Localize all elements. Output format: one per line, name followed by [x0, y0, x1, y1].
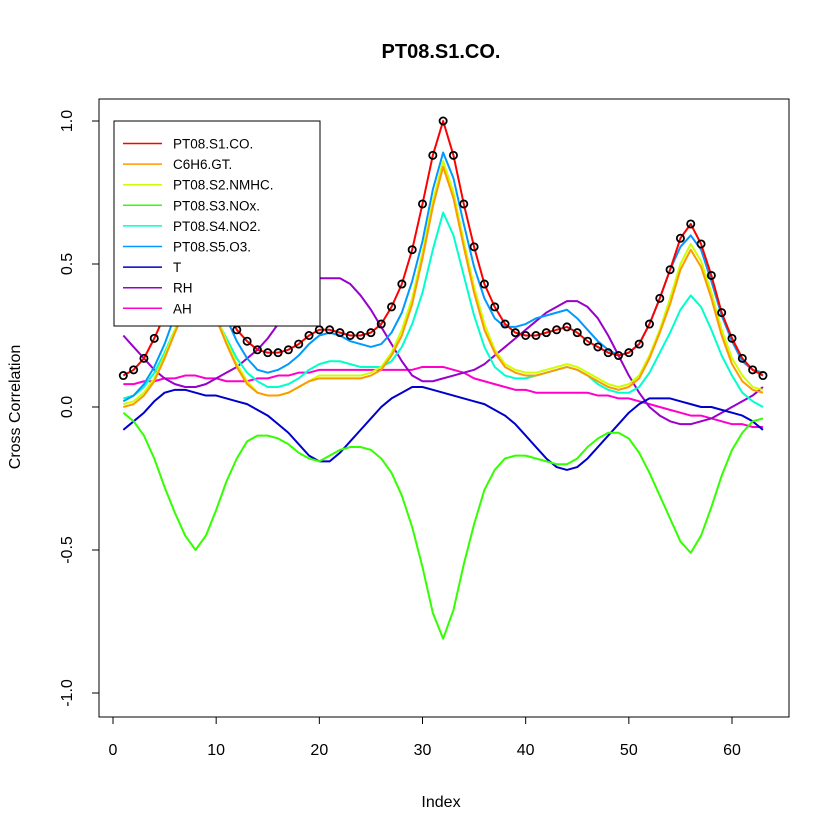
x-tick-label: 40 [517, 742, 535, 759]
series-point [562, 322, 572, 332]
legend-label: PT08.S3.NOx. [173, 198, 260, 213]
series-point [696, 239, 706, 249]
legend-label: T [173, 260, 181, 275]
series-point [603, 348, 613, 358]
series-point [655, 293, 665, 303]
series-point [531, 330, 541, 340]
series-point [479, 279, 489, 289]
series-point [510, 328, 520, 338]
series-point [634, 339, 644, 349]
series-point [376, 319, 386, 329]
series-point [552, 325, 562, 335]
legend-label: RH [173, 281, 193, 296]
legend: PT08.S1.CO. C6H6.GT. PT08.S2.NMHC. PT08.S3.… [113, 120, 321, 327]
series-point [459, 199, 469, 209]
legend-label: AH [173, 301, 192, 316]
series-line-2 [123, 160, 764, 406]
legend-label: C6H6.GT. [173, 157, 232, 172]
series-point [521, 330, 531, 340]
series-point [118, 371, 128, 381]
series-point [490, 302, 500, 312]
legend-box [113, 120, 321, 327]
chart-title: PT08.S1.CO. [382, 41, 501, 63]
y-tick-label: 0.5 [59, 253, 76, 275]
series-point [273, 348, 283, 358]
series-point [304, 330, 314, 340]
series-point [428, 150, 438, 160]
series-point [345, 330, 355, 340]
series-point [366, 328, 376, 338]
y-axis-title: Cross Correlation [7, 345, 24, 469]
series-point [438, 116, 448, 126]
series-point [448, 150, 458, 160]
series-line-7 [122, 277, 764, 426]
series-point [706, 270, 716, 280]
x-axis-title: Index [421, 794, 460, 811]
series-point [242, 336, 252, 346]
series-point [139, 353, 149, 363]
x-tick-label: 20 [310, 742, 328, 759]
x-tick-label: 0 [109, 742, 118, 759]
series-point [294, 339, 304, 349]
series-point [252, 345, 262, 355]
y-tick-label: -0.5 [59, 536, 76, 564]
legend-label: PT08.S4.NO2. [173, 219, 261, 234]
series-line-6 [122, 385, 764, 471]
series-point [665, 265, 675, 275]
series-point [469, 242, 479, 252]
series-point [325, 325, 335, 335]
series-point [356, 330, 366, 340]
y-tick-label: 0.0 [59, 396, 76, 418]
y-tick-label: 1.0 [59, 110, 76, 132]
legend-label: PT08.S1.CO. [173, 137, 253, 152]
legend-label: PT08.S5.O3. [173, 240, 251, 255]
series-point [686, 219, 696, 229]
series-point [593, 342, 603, 352]
series-point [675, 233, 685, 243]
series-point [727, 333, 737, 343]
series-point [283, 345, 293, 355]
series-line-8 [123, 365, 763, 429]
x-axis: 0 10 20 30 40 50 60 [109, 716, 741, 759]
y-axis: -1.0 -0.5 0.0 0.5 1.0 [59, 110, 100, 707]
series-point [335, 328, 345, 338]
series-point [417, 199, 427, 209]
series-point [758, 371, 768, 381]
series-point [624, 348, 634, 358]
x-tick-label: 30 [414, 742, 432, 759]
series-point [541, 328, 551, 338]
series-point [614, 351, 624, 361]
series-point [644, 319, 654, 329]
series-point [717, 308, 727, 318]
x-tick-label: 10 [207, 742, 225, 759]
series-point [737, 353, 747, 363]
series-point [572, 328, 582, 338]
series-point [263, 348, 273, 358]
series-line-3 [122, 411, 764, 640]
y-tick-label: -1.0 [59, 679, 76, 707]
series-point [748, 365, 758, 375]
series-point [583, 336, 593, 346]
series-layer [118, 116, 768, 640]
series-point [407, 245, 417, 255]
series-point [500, 319, 510, 329]
legend-label: PT08.S2.NMHC. [173, 178, 274, 193]
x-tick-label: 50 [620, 742, 638, 759]
x-tick-label: 60 [723, 742, 741, 759]
series-line-4 [123, 211, 764, 408]
series-point [129, 365, 139, 375]
series-point [387, 302, 397, 312]
series-line-1 [123, 165, 764, 408]
series-point [149, 333, 159, 343]
series-point [397, 279, 407, 289]
